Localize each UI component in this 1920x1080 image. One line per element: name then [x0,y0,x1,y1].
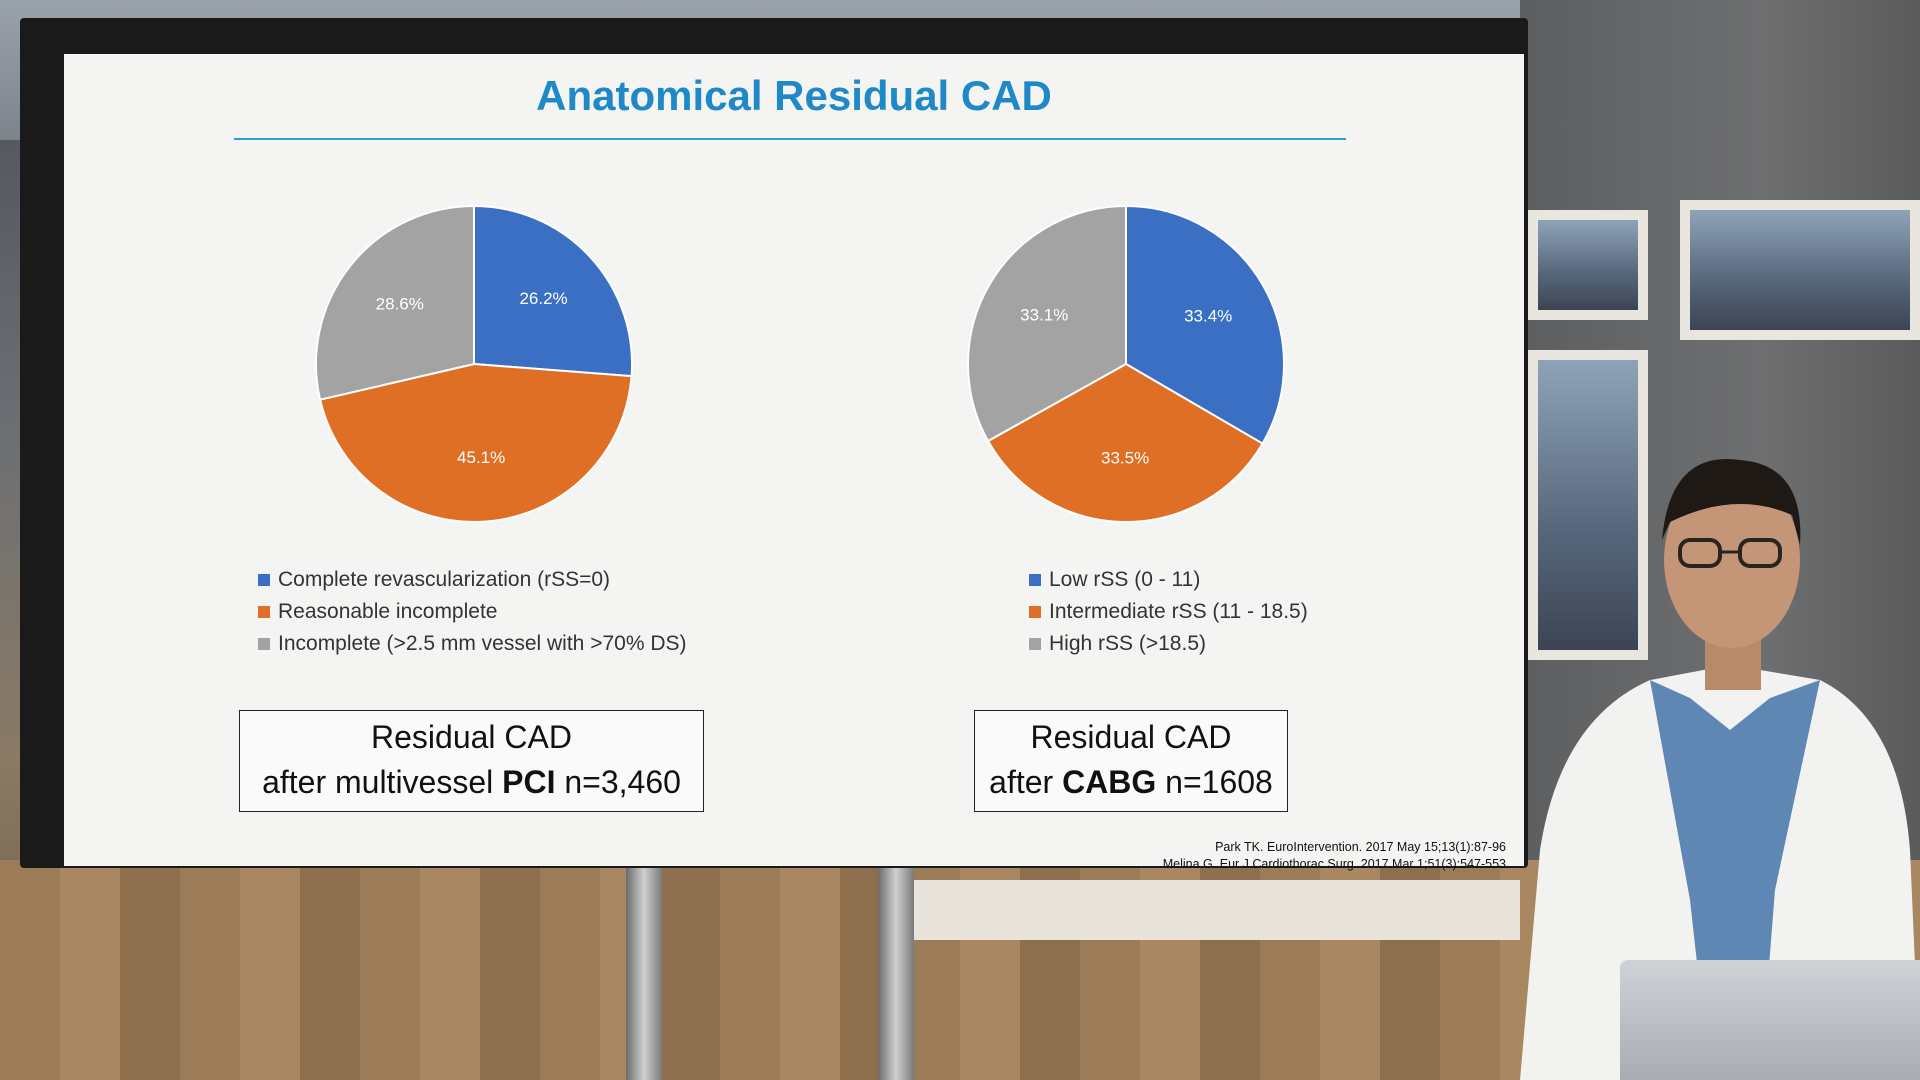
legend-swatch [1029,574,1041,586]
caption-line1: Residual CAD [371,719,572,755]
references: Park TK. EuroIntervention. 2017 May 15;1… [1163,839,1506,873]
pie-data-label-2: 33.1% [1020,305,1068,324]
legend-item-1: Intermediate rSS (11 - 18.5) [1029,596,1308,628]
pie-data-label-0: 33.4% [1184,306,1232,325]
laptop [1620,960,1920,1080]
legend-label: Reasonable incomplete [278,600,498,623]
caption-cabg: Residual CAD after CABG n=1608 [974,710,1288,812]
baseboard [900,880,1520,940]
legend-swatch [1029,638,1041,650]
monitor-stand-left [626,860,662,1080]
legend-cabg: Low rSS (0 - 11) Intermediate rSS (11 - 1… [1029,564,1308,660]
legend-item-1: Reasonable incomplete [258,596,687,628]
caption-line2: after CABG n=1608 [989,764,1273,800]
legend-item-0: Complete revascularization (rSS=0) [258,564,687,596]
pie-slice-2 [315,204,475,401]
presentation-slide: Anatomical Residual CAD 26.2% 45.1% 28.6% … [64,54,1524,871]
studio-window-lower [1528,350,1648,660]
reference-2: Melina G. Eur J Cardiothorac Surg. 2017 … [1162,857,1506,871]
legend-label: High rSS (>18.5) [1049,632,1206,655]
pie-data-label-1: 33.5% [1101,448,1149,467]
caption-pci: Residual CAD after multivessel PCI n=3,4… [239,710,704,812]
pie-chart-pci: 26.2% 45.1% 28.6% [315,204,633,523]
legend-item-2: Incomplete (>2.5 mm vessel with >70% DS) [258,628,687,660]
pie-slice-0 [1125,204,1285,445]
caption-line1: Residual CAD [1030,719,1232,755]
legend-swatch [258,606,270,618]
pie-data-label-0: 26.2% [519,289,567,308]
pie-slice-0 [473,204,633,378]
slide-title: Anatomical Residual CAD [536,72,1052,119]
pie-data-label-2: 28.6% [376,295,424,314]
title-underline [234,138,1346,140]
pie-data-label-1: 45.1% [457,448,505,467]
legend-label: Intermediate rSS (11 - 18.5) [1049,600,1308,623]
monitor-stand-right [878,860,914,1080]
pie-slice-1 [318,362,633,523]
legend-label: Complete revascularization (rSS=0) [278,568,611,591]
caption-line2: after multivessel PCI n=3,460 [262,764,681,800]
legend-label: Incomplete (>2.5 mm vessel with >70% DS) [278,632,687,655]
legend-pci: Complete revascularization (rSS=0) Reason… [258,564,687,660]
legend-swatch [1029,606,1041,618]
display-monitor: Anatomical Residual CAD 26.2% 45.1% 28.6% … [20,18,1528,871]
legend-swatch [258,574,270,586]
legend-item-0: Low rSS (0 - 11) [1029,564,1308,596]
pie-chart-cabg: 33.4% 33.5% 33.1% [967,204,1285,523]
legend-label: Low rSS (0 - 11) [1049,568,1201,591]
legend-item-2: High rSS (>18.5) [1029,628,1308,660]
reference-1: Park TK. EuroIntervention. 2017 May 15;1… [1215,840,1506,854]
studio-window-right [1680,200,1920,340]
pie-slice-2 [967,204,1127,443]
studio-window-upper [1528,210,1648,320]
legend-swatch [258,638,270,650]
